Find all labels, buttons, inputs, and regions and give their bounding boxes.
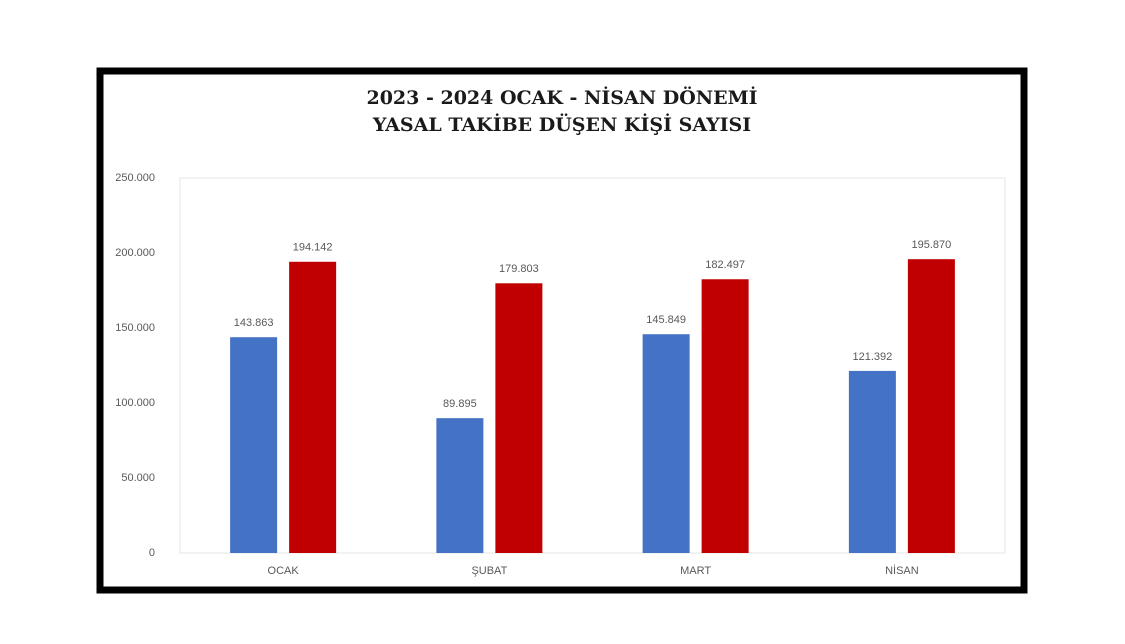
data-label: 143.863 bbox=[234, 317, 274, 329]
x-tick-label: NİSAN bbox=[885, 564, 919, 577]
data-label: 182.497 bbox=[705, 259, 745, 271]
data-label: 89.895 bbox=[443, 398, 477, 410]
bar bbox=[289, 261, 337, 553]
y-tick-label: 100.000 bbox=[115, 397, 155, 409]
bar bbox=[907, 259, 955, 553]
chart-title: 2023 - 2024 OCAK - NİSAN DÖNEMİ bbox=[366, 86, 757, 109]
data-label: 194.142 bbox=[293, 242, 333, 254]
y-tick-label: 50.000 bbox=[121, 472, 155, 484]
x-tick-label: ŞUBAT bbox=[471, 565, 507, 577]
y-tick-label: 250.000 bbox=[115, 172, 155, 184]
bar bbox=[848, 370, 896, 553]
bar bbox=[495, 283, 543, 553]
data-label: 179.803 bbox=[499, 263, 539, 275]
bar bbox=[701, 279, 749, 553]
bar bbox=[436, 418, 484, 553]
data-label: 195.870 bbox=[911, 239, 951, 251]
data-label: 145.849 bbox=[646, 314, 686, 326]
bar bbox=[230, 337, 278, 553]
plot-area bbox=[179, 177, 1006, 554]
y-tick-label: 150.000 bbox=[115, 322, 155, 334]
y-tick-label: 0 bbox=[149, 547, 155, 559]
x-tick-label: MART bbox=[680, 565, 711, 577]
x-tick-label: OCAK bbox=[268, 565, 300, 577]
bar bbox=[642, 334, 690, 553]
y-tick-label: 200.000 bbox=[115, 247, 155, 259]
chart-subtitle: YASAL TAKİBE DÜŞEN KİŞİ SAYISI bbox=[372, 113, 751, 136]
data-label: 121.392 bbox=[852, 351, 892, 363]
